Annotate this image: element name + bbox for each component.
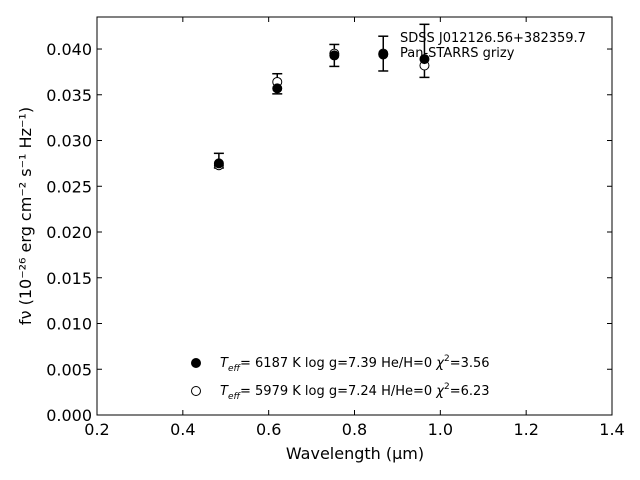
legend-entry-2: Teff= 5979 K log g=7.24 H/He=0 χ2=6.23 bbox=[220, 382, 490, 402]
model-point-filled bbox=[378, 49, 389, 60]
x-tick-label: 0.6 bbox=[256, 420, 281, 439]
y-tick-label: 0.015 bbox=[46, 269, 92, 288]
chart-title-line-2: Pan-STARRS grizy bbox=[400, 46, 515, 61]
y-tick-label: 0.020 bbox=[46, 223, 92, 242]
plot-area bbox=[97, 17, 612, 415]
chart-title-line-1: SDSS J012126.56+382359.7 bbox=[400, 31, 586, 46]
y-tick-label: 0.030 bbox=[46, 132, 92, 151]
legend-entry-1: Teff= 6187 K log g=7.39 He/H=0 χ2=3.56 bbox=[220, 354, 490, 374]
model-point-filled bbox=[272, 83, 283, 94]
model-point-filled bbox=[329, 50, 340, 61]
y-axis-label: fν (10⁻²⁶ erg cm⁻² s⁻¹ Hz⁻¹) bbox=[16, 107, 35, 325]
y-tick-label: 0.005 bbox=[46, 360, 92, 379]
y-tick-label: 0.040 bbox=[46, 40, 92, 59]
y-tick-label: 0.035 bbox=[46, 86, 92, 105]
plot-frame bbox=[96, 16, 613, 416]
x-tick-label: 1.4 bbox=[599, 420, 624, 439]
axis-ticks: 0.2 0.4 0.6 0.8 1.0 1.2 1.4 0.000 0.005 0.010 0.01… bbox=[46, 17, 625, 439]
x-tick-label: 1.2 bbox=[513, 420, 538, 439]
y-tick-label: 0.010 bbox=[46, 315, 92, 334]
x-tick-label: 0.8 bbox=[342, 420, 367, 439]
x-tick-label: 0.2 bbox=[84, 420, 109, 439]
legend-marker-filled bbox=[191, 358, 201, 368]
model-point-filled bbox=[213, 158, 224, 169]
model-point-filled bbox=[419, 54, 430, 65]
x-axis-label: Wavelength (μm) bbox=[286, 444, 424, 463]
data-points bbox=[213, 48, 430, 171]
legend-marker-open bbox=[191, 386, 201, 396]
x-tick-label: 0.4 bbox=[170, 420, 195, 439]
legend: Teff= 6187 K log g=7.39 He/H=0 χ2=3.56 T… bbox=[191, 354, 490, 402]
y-tick-label: 0.025 bbox=[46, 177, 92, 196]
y-tick-label: 0.000 bbox=[46, 406, 92, 425]
x-tick-label: 1.0 bbox=[428, 420, 453, 439]
